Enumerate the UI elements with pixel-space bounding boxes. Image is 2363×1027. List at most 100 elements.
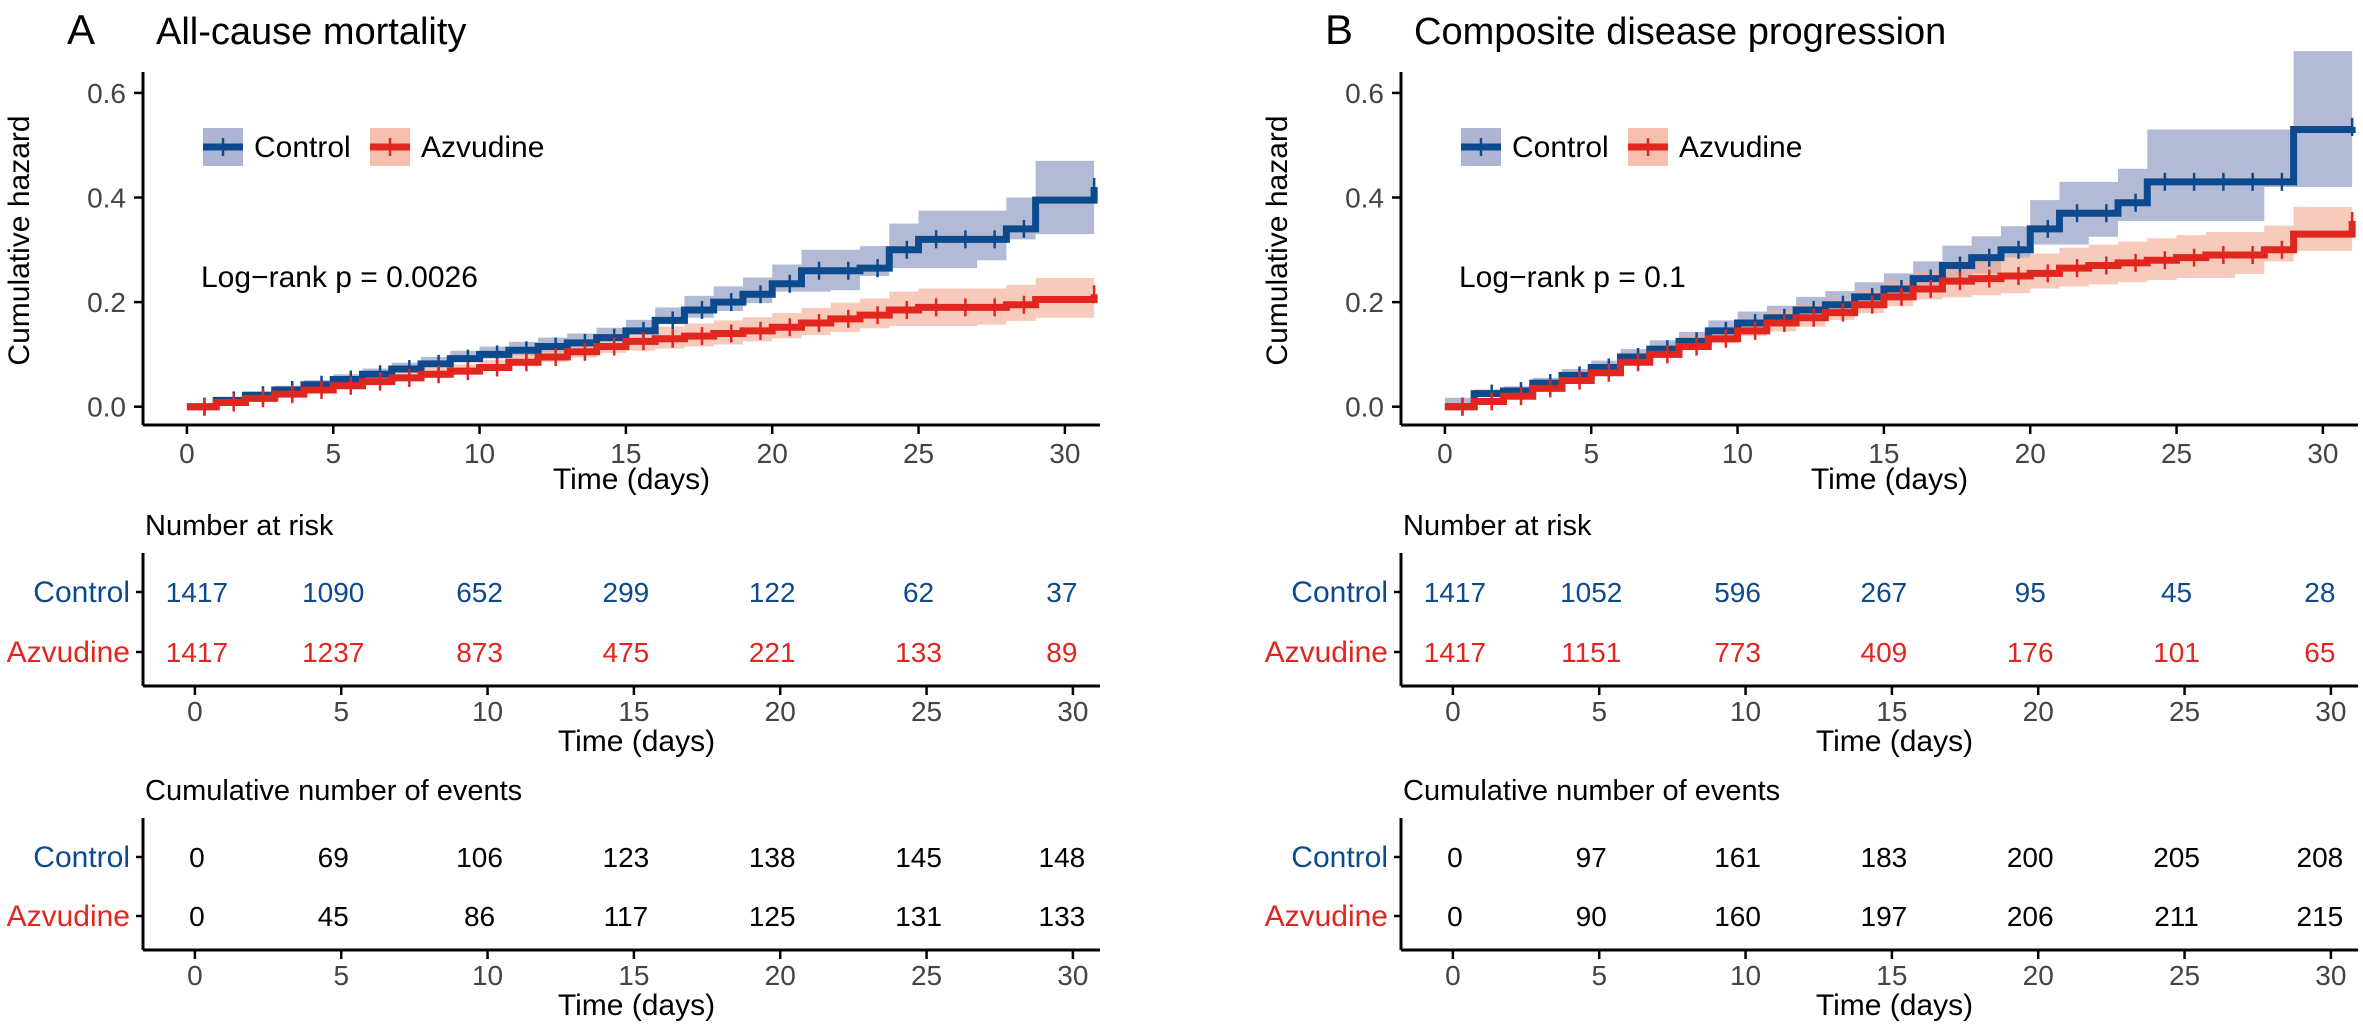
x-tick-label: 25 [2161,438,2192,469]
events-table-cell: 215 [2297,901,2344,932]
risk-table-cell: 1417 [1424,577,1486,608]
x-axis-title: Time (days) [1811,463,1968,496]
ci-band-control [1444,51,2353,407]
panel-b: B Composite disease progression 0.0 0.2 0.4 0… [1261,6,2358,1022]
panel-a: A All-cause mortality 0.0 0.2 0.4 0.6 0 5 10 15 20… [3,6,1100,1022]
x-tick-label: 20 [757,438,788,469]
risk-table-row-label: Control [1291,576,1388,609]
events-table-cell: 160 [1714,901,1761,932]
events-table-cell: 90 [1576,901,1607,932]
events-table-x-tick-label: 25 [2169,960,2200,991]
risk-table-cell: 133 [895,637,942,668]
events-table-cell: 0 [189,901,205,932]
events-table: Cumulative number of events Control 0 69 106… [7,775,1100,1022]
risk-table-cell: 65 [2304,637,2335,668]
panel-letter: A [67,6,95,53]
risk-table-cell: 1151 [1561,637,1621,668]
risk-table-row-label: Control [33,576,130,609]
risk-table-cell: 101 [2153,637,2200,668]
risk-table-x-title: Time (days) [1816,725,1973,758]
events-table-x-tick-label: 15 [1876,960,1907,991]
legend-label-control: Control [1512,131,1609,164]
events-table-cell: 0 [1447,842,1463,873]
x-tick-label: 30 [2307,438,2338,469]
risk-table-cell: 475 [603,637,650,668]
x-tick-label: 5 [1583,438,1599,469]
events-table-x-tick-label: 5 [333,960,349,991]
risk-table-cell: 62 [903,577,934,608]
events-table-x-tick-label: 10 [1730,960,1761,991]
events-table-cell: 148 [1039,842,1086,873]
risk-table-cell: 1417 [166,577,228,608]
events-table-x-tick-label: 20 [2023,960,2054,991]
risk-table-cell: 652 [456,577,503,608]
events-table-cell: 133 [1039,901,1086,932]
x-tick-label: 0 [179,438,195,469]
events-table-x-tick-label: 30 [1057,960,1088,991]
risk-table-x-tick-label: 15 [1876,696,1907,727]
x-axis-title: Time (days) [553,463,710,496]
risk-table-x-tick-label: 15 [618,696,649,727]
events-table-x-tick-label: 15 [618,960,649,991]
events-table-row-label: Azvudine [1265,900,1388,933]
x-tick-label: 25 [903,438,934,469]
risk-table-x-tick-label: 0 [1445,696,1461,727]
events-table: Cumulative number of events Control 0 97 161… [1265,775,2358,1022]
risk-table-x-tick-label: 30 [2315,696,2346,727]
events-table-cell: 208 [2297,842,2344,873]
risk-table-x-tick-label: 10 [472,696,503,727]
risk-table-cell: 299 [603,577,650,608]
events-table-title: Cumulative number of events [1403,775,1780,807]
legend-label-azvudine: Azvudine [421,131,544,164]
step-line-control [186,187,1098,411]
y-tick-label: 0.6 [1345,78,1384,109]
events-table-x-tick-label: 0 [187,960,203,991]
events-table-row-label: Control [33,841,130,874]
step-line-azvudine [186,294,1098,411]
events-table-title: Cumulative number of events [145,775,522,807]
x-tick-label: 30 [1049,438,1080,469]
logrank-annotation: Log−rank p = 0.1 [1459,261,1686,294]
events-table-x-tick-label: 10 [472,960,503,991]
risk-table-x-tick-label: 5 [1591,696,1607,727]
risk-table-x-tick-label: 10 [1730,696,1761,727]
risk-table: Number at risk Control 1417 1052 596 267 95 45 2… [1265,510,2358,758]
y-tick-label: 0.6 [87,78,126,109]
events-table-row-label: Control [1291,841,1388,874]
events-table-cell: 123 [603,842,650,873]
events-table-cell: 106 [456,842,503,873]
y-tick-label: 0.2 [1345,287,1384,318]
events-table-x-tick-label: 0 [1445,960,1461,991]
events-table-cell: 125 [749,901,796,932]
legend: Control Azvudine [1461,128,1802,166]
y-tick-label: 0.0 [87,392,126,423]
risk-table-cell: 45 [2161,577,2192,608]
events-table-x-tick-label: 20 [765,960,796,991]
risk-table-cell: 95 [2015,577,2046,608]
risk-table-cell: 176 [2007,637,2054,668]
risk-table-x-tick-label: 25 [911,696,942,727]
risk-table-cell: 1417 [166,637,228,668]
risk-table-x-tick-label: 25 [2169,696,2200,727]
panel-title: Composite disease progression [1414,11,1946,53]
x-tick-label: 10 [464,438,495,469]
risk-table-cell: 773 [1714,637,1761,668]
risk-table-cell: 221 [749,637,796,668]
risk-table-cell: 28 [2304,577,2335,608]
x-tick-label: 15 [610,438,641,469]
events-table-cell: 86 [464,901,495,932]
events-table-cell: 45 [318,901,349,932]
x-tick-label: 0 [1437,438,1453,469]
logrank-annotation: Log−rank p = 0.0026 [201,261,478,294]
events-table-cell: 211 [2154,901,2199,932]
risk-table-row-label: Azvudine [1265,636,1388,669]
events-table-cell: 97 [1576,842,1607,873]
events-table-x-title: Time (days) [558,989,715,1022]
y-tick-label: 0.2 [87,287,126,318]
x-tick-label: 15 [1868,438,1899,469]
events-table-cell: 0 [189,842,205,873]
x-tick-label: 20 [2015,438,2046,469]
legend-label-control: Control [254,131,351,164]
events-table-cell: 117 [604,901,649,932]
